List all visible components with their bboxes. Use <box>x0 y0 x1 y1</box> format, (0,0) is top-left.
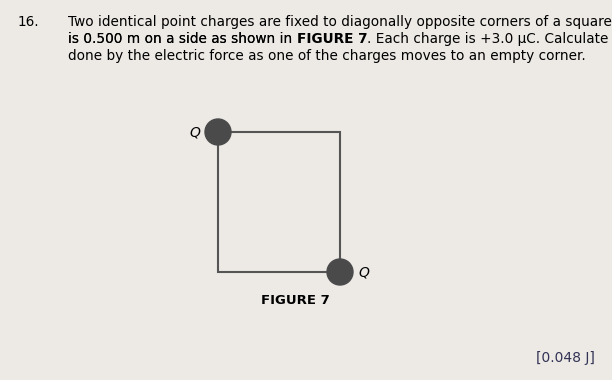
Text: is 0.500 m on a side as shown in: is 0.500 m on a side as shown in <box>68 32 297 46</box>
Text: 16.: 16. <box>18 15 40 29</box>
Text: FIGURE 7: FIGURE 7 <box>261 294 329 307</box>
Text: done by the electric force as one of the charges moves to an empty corner.: done by the electric force as one of the… <box>68 49 586 63</box>
Text: [0.048 J]: [0.048 J] <box>536 351 595 365</box>
Text: Q: Q <box>189 125 200 139</box>
Circle shape <box>205 119 231 145</box>
Circle shape <box>327 259 353 285</box>
Text: Two identical point charges are fixed to diagonally opposite corners of a square: Two identical point charges are fixed to… <box>68 15 612 29</box>
Bar <box>218 132 340 272</box>
Text: Q: Q <box>358 265 369 279</box>
Text: FIGURE 7: FIGURE 7 <box>297 32 367 46</box>
Text: . Each charge is +3.0 μC. Calculate the work: . Each charge is +3.0 μC. Calculate the … <box>367 32 612 46</box>
Text: is 0.500 m on a side as shown in: is 0.500 m on a side as shown in <box>68 32 297 46</box>
